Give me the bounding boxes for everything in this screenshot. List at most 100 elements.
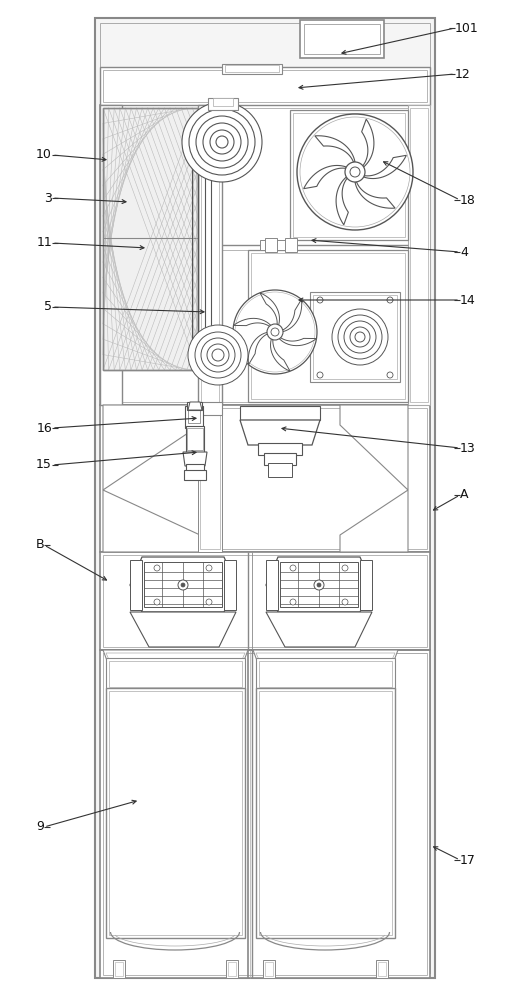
Circle shape xyxy=(210,130,234,154)
Bar xyxy=(285,238,297,252)
Text: 10: 10 xyxy=(36,148,52,161)
Polygon shape xyxy=(260,293,279,327)
Text: 13: 13 xyxy=(460,442,476,454)
Bar xyxy=(103,108,427,402)
Polygon shape xyxy=(340,490,408,552)
Bar xyxy=(213,98,233,106)
Circle shape xyxy=(342,599,348,605)
Polygon shape xyxy=(336,177,348,225)
Bar xyxy=(256,658,395,690)
Circle shape xyxy=(344,321,376,353)
Circle shape xyxy=(188,325,248,385)
Bar xyxy=(109,661,242,687)
Polygon shape xyxy=(266,560,278,610)
Text: 5: 5 xyxy=(44,300,52,314)
Bar xyxy=(187,428,203,450)
Circle shape xyxy=(154,565,160,571)
Bar xyxy=(251,253,405,399)
Circle shape xyxy=(314,580,324,590)
Polygon shape xyxy=(304,165,346,189)
Circle shape xyxy=(350,327,370,347)
Circle shape xyxy=(342,565,348,571)
Bar xyxy=(100,405,430,552)
Polygon shape xyxy=(340,405,408,490)
Polygon shape xyxy=(106,653,245,687)
Bar xyxy=(186,464,204,472)
Circle shape xyxy=(350,167,360,177)
Bar xyxy=(300,20,384,58)
Bar xyxy=(100,552,430,650)
Bar xyxy=(103,653,427,975)
Bar xyxy=(106,658,245,690)
Bar xyxy=(116,690,235,702)
Bar xyxy=(198,405,222,552)
Text: 12: 12 xyxy=(455,68,471,81)
Circle shape xyxy=(206,599,212,605)
Bar xyxy=(201,108,219,402)
Circle shape xyxy=(290,565,296,571)
Circle shape xyxy=(212,349,224,361)
Circle shape xyxy=(189,109,255,175)
Circle shape xyxy=(267,324,283,340)
Circle shape xyxy=(154,599,160,605)
Text: 3: 3 xyxy=(44,192,52,205)
Bar xyxy=(378,962,386,976)
Circle shape xyxy=(338,315,382,359)
Circle shape xyxy=(206,565,212,571)
Polygon shape xyxy=(183,452,207,466)
Bar xyxy=(188,407,200,423)
Bar xyxy=(293,113,405,237)
Bar xyxy=(103,108,198,370)
Polygon shape xyxy=(130,560,142,610)
Bar xyxy=(113,960,125,978)
Bar xyxy=(200,408,220,549)
Polygon shape xyxy=(240,420,320,445)
Circle shape xyxy=(207,344,229,366)
Bar xyxy=(106,688,245,938)
Circle shape xyxy=(216,136,228,148)
Polygon shape xyxy=(234,318,272,328)
Polygon shape xyxy=(253,650,398,690)
Circle shape xyxy=(182,102,262,182)
Bar xyxy=(95,18,435,978)
Polygon shape xyxy=(281,299,302,332)
Circle shape xyxy=(355,332,365,342)
Circle shape xyxy=(332,309,388,365)
Circle shape xyxy=(203,123,241,161)
Circle shape xyxy=(300,117,410,227)
Circle shape xyxy=(233,290,317,374)
Polygon shape xyxy=(355,182,395,208)
Bar xyxy=(184,470,206,480)
Bar xyxy=(115,962,123,976)
Bar xyxy=(103,408,427,549)
Bar xyxy=(290,110,408,240)
Polygon shape xyxy=(248,332,269,365)
Bar xyxy=(376,960,388,978)
Text: 9: 9 xyxy=(36,820,44,834)
Bar xyxy=(265,962,273,976)
Bar xyxy=(310,292,400,382)
Bar xyxy=(263,687,388,705)
Bar xyxy=(280,562,358,607)
Circle shape xyxy=(271,328,279,336)
Text: 11: 11 xyxy=(36,236,52,249)
Polygon shape xyxy=(103,405,200,490)
Polygon shape xyxy=(363,155,407,179)
Text: 18: 18 xyxy=(460,194,476,207)
Circle shape xyxy=(181,583,185,587)
Bar xyxy=(259,661,392,687)
Bar xyxy=(187,402,202,410)
Text: 101: 101 xyxy=(455,21,479,34)
Circle shape xyxy=(235,292,315,372)
Bar xyxy=(144,562,222,607)
Polygon shape xyxy=(266,612,372,647)
Bar xyxy=(100,105,430,405)
Bar xyxy=(268,463,292,477)
Bar xyxy=(185,406,203,428)
Polygon shape xyxy=(224,560,236,610)
Text: 14: 14 xyxy=(460,294,476,306)
Polygon shape xyxy=(130,612,236,647)
Polygon shape xyxy=(188,402,202,410)
Text: A: A xyxy=(460,488,469,502)
Bar xyxy=(264,453,296,465)
